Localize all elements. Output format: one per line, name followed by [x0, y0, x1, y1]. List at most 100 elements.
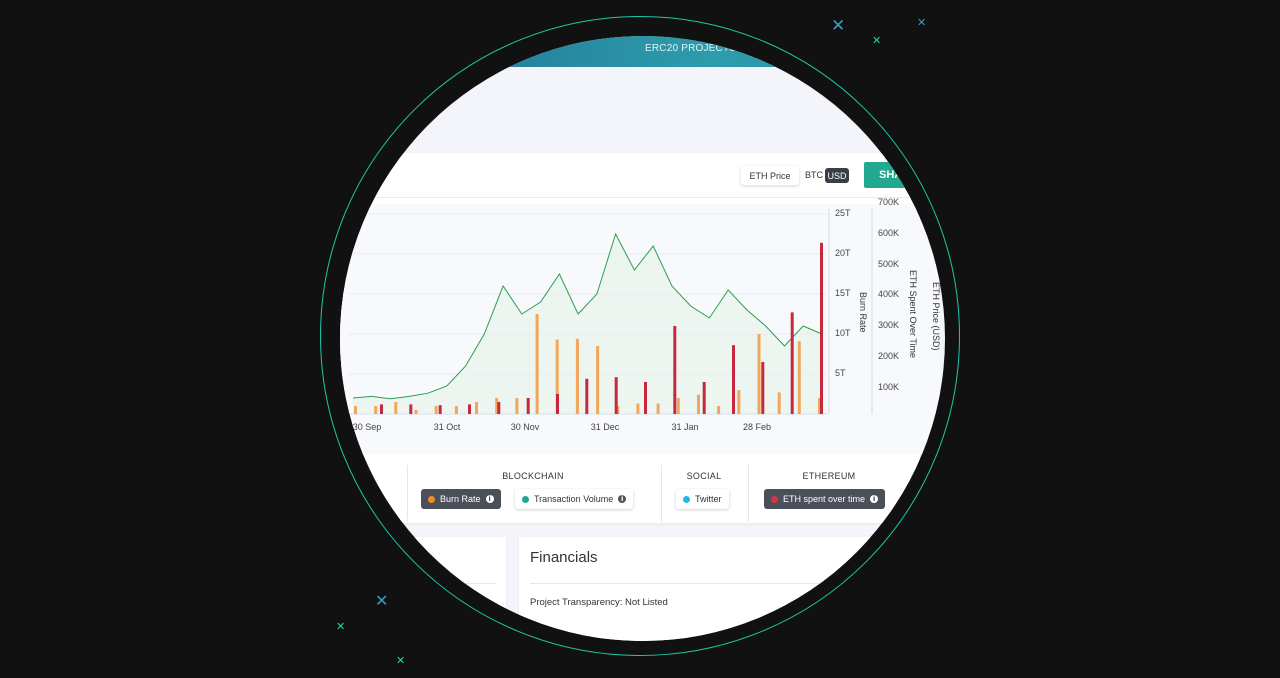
usd-toggle[interactable]: USD	[825, 168, 849, 183]
dashboard-view: ERC20 PROJECTS ETH Price BTC USD SHA 30 …	[340, 36, 945, 641]
x-tick-label: 28 Feb	[742, 422, 772, 432]
bar-burn-rate	[354, 406, 357, 414]
bar-eth-spent	[556, 394, 559, 414]
bar-burn-rate	[374, 406, 378, 414]
bar-burn-rate	[515, 398, 519, 414]
bar-eth-spent	[438, 405, 442, 414]
project-transparency: Project Transparency: Not Listed	[530, 597, 668, 608]
bar-eth-spent	[644, 382, 647, 414]
group-title-blockchain: BLOCKCHAIN	[502, 471, 564, 481]
filter-chip-twitter[interactable]: Twitter	[676, 489, 729, 509]
x-tick-label: 31 Jan	[671, 422, 699, 432]
y-tick-label-right: 500K	[878, 258, 900, 269]
bar-burn-rate	[818, 398, 821, 414]
bar-eth-spent	[732, 345, 735, 414]
group-title-social: SOCIAL	[686, 471, 722, 481]
bar-burn-rate	[737, 390, 741, 414]
btc-toggle[interactable]: BTC	[805, 170, 823, 180]
y-tick-label-left: 25T	[835, 208, 851, 218]
bar-eth-spent	[702, 382, 706, 414]
bar-burn-rate	[656, 403, 660, 414]
bar-burn-rate	[555, 339, 559, 414]
filter-chip-eth-spent[interactable]: ETH spent over time i	[764, 489, 886, 509]
filter-chip-transaction-volume[interactable]: Transaction Volume i	[515, 489, 634, 509]
bar-eth-spent	[468, 404, 471, 414]
bar-burn-rate	[535, 314, 539, 414]
bar-eth-spent	[673, 326, 677, 414]
y-tick-label-right: 700K	[878, 196, 900, 207]
bar-burn-rate	[475, 402, 478, 414]
bar-burn-rate	[495, 398, 499, 414]
y-tick-label-right: 400K	[878, 289, 900, 300]
bar-eth-spent	[380, 404, 383, 414]
magnifier-lens: ERC20 PROJECTS ETH Price BTC USD SHA 30 …	[340, 36, 945, 641]
bar-burn-rate	[777, 392, 781, 414]
y-axis-label-burn-rate: Burn Rate	[858, 292, 868, 333]
bar-eth-spent	[790, 312, 794, 414]
info-icon[interactable]: i	[618, 495, 627, 503]
bar-eth-spent	[497, 402, 501, 414]
y-tick-label-right: 200K	[878, 351, 900, 362]
price-area	[353, 234, 822, 414]
bar-eth-spent	[526, 398, 530, 414]
x-tick-label: 31 Oct	[433, 422, 461, 432]
bar-burn-rate	[454, 406, 458, 414]
divider	[340, 197, 930, 198]
bar-burn-rate	[797, 341, 801, 414]
chip-label: Transaction Volume	[534, 494, 614, 504]
y-tick-label-left: 10T	[835, 328, 851, 338]
divider	[530, 583, 930, 584]
chip-label: Burn Rate	[440, 494, 481, 504]
bar-burn-rate	[394, 402, 398, 414]
divider	[661, 465, 662, 522]
divider	[748, 465, 749, 522]
bar-eth-spent	[820, 242, 823, 414]
financials-card	[519, 537, 945, 641]
y-axis-label-eth-price: ETH Price (USD)	[931, 282, 941, 351]
y-tick-label-left: 5T	[835, 368, 846, 378]
eth-price-toggle[interactable]: ETH Price	[741, 166, 799, 185]
sparkle-icon: ✕	[917, 16, 927, 29]
x-tick-label: 30 Sep	[352, 422, 382, 432]
legend-dot	[428, 495, 435, 503]
outer-ring	[320, 16, 960, 656]
share-button[interactable]: SHA	[864, 162, 934, 188]
x-tick-label: 31 Dec	[590, 422, 620, 432]
left-card	[340, 537, 506, 641]
legend-dot	[771, 495, 778, 503]
bar-burn-rate	[596, 346, 600, 414]
chip-label: ETH spent over time	[783, 494, 866, 504]
bar-eth-spent	[585, 378, 589, 414]
sparkle-icon: ✕	[396, 654, 406, 667]
bar-burn-rate	[414, 410, 418, 414]
bar-burn-rate	[757, 334, 761, 414]
legend-dot	[683, 495, 690, 503]
filter-chip-burn-rate[interactable]: Burn Rate i	[421, 489, 501, 509]
bar-eth-spent	[409, 404, 413, 414]
divider	[407, 465, 408, 522]
group-title-ethereum: ETHEREUM	[802, 471, 856, 481]
legend-dot	[522, 495, 529, 503]
top-nav-bar	[340, 36, 945, 67]
bar-burn-rate	[616, 406, 620, 414]
bar-burn-rate	[575, 338, 579, 414]
y-tick-label-right: 300K	[878, 320, 900, 331]
price-line	[352, 232, 823, 400]
financials-title: Financials	[530, 549, 598, 566]
burn-rate-chart	[348, 209, 873, 415]
info-icon[interactable]: i	[485, 495, 494, 503]
bar-eth-spent	[614, 377, 618, 414]
y-axis-label-eth-spent: ETH Spent Over Time	[908, 270, 918, 359]
bar-burn-rate	[717, 406, 721, 414]
y-tick-label-left: 20T	[835, 248, 851, 258]
y-tick-label-right: 600K	[878, 227, 900, 238]
bar-burn-rate	[636, 403, 640, 414]
sparkle-icon: ✕	[831, 16, 846, 36]
info-icon[interactable]: i	[870, 495, 879, 503]
bar-burn-rate	[697, 394, 700, 414]
chip-label: Twitter	[695, 494, 722, 504]
y-tick-label-right: 100K	[878, 382, 900, 392]
y-tick-label-left: 15T	[835, 288, 851, 298]
nav-item-erc20-projects[interactable]: ERC20 PROJECTS	[645, 43, 737, 54]
x-tick-label: 30 Nov	[510, 422, 540, 432]
